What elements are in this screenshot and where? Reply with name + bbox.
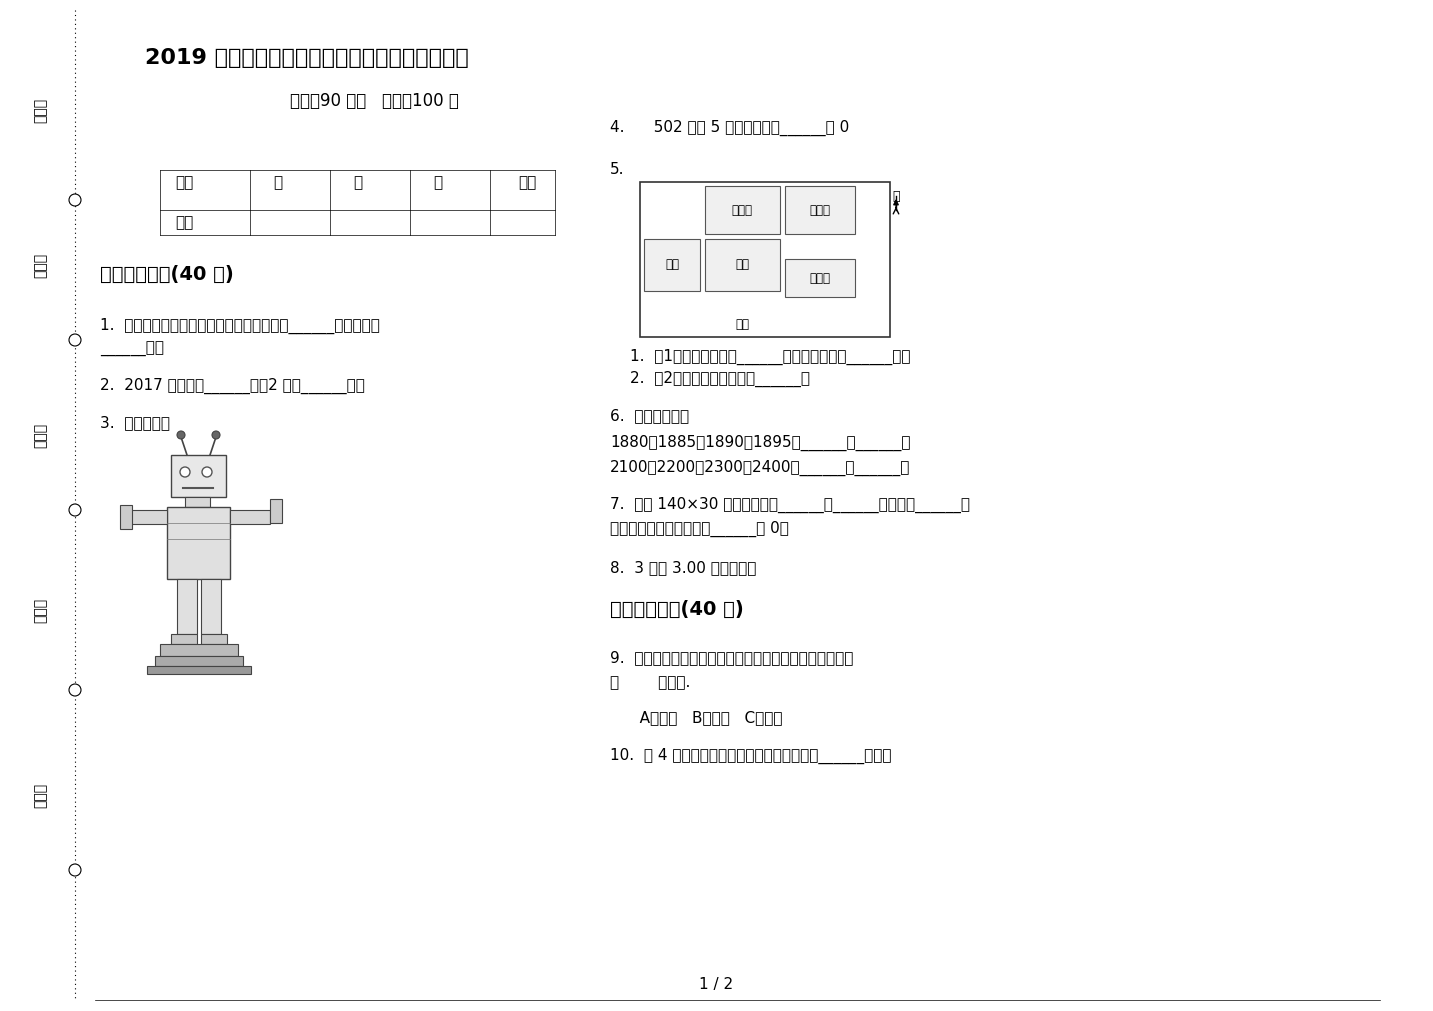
Circle shape: [212, 431, 221, 439]
Bar: [705, 239, 780, 291]
Bar: [120, 506, 132, 529]
Bar: [168, 507, 231, 579]
Text: 再把乘得的数的末尾添写______个 0。: 再把乘得的数的末尾添写______个 0。: [610, 521, 790, 537]
Text: 姓名：: 姓名：: [33, 423, 47, 448]
Text: 7.  计算 140×30 时，可以先把______和______相乘，得______，: 7. 计算 140×30 时，可以先把______和______相乘，得____…: [610, 497, 970, 514]
Circle shape: [69, 194, 82, 206]
Text: 大门: 大门: [735, 318, 749, 332]
Text: 2.  2017 年全年有______天，2 月有______天。: 2. 2017 年全年有______天，2 月有______天。: [100, 378, 365, 394]
Text: 4.      502 除以 5 的商的末尾有______个 0: 4. 502 除以 5 的商的末尾有______个 0: [610, 120, 850, 136]
Bar: [269, 499, 282, 523]
Bar: [148, 666, 251, 674]
Text: 考场：: 考场：: [33, 253, 47, 278]
Text: 5.: 5.: [610, 162, 625, 177]
Text: 教学楼: 教学楼: [731, 203, 752, 216]
Text: 10.  有 4 个同学，每两人握一次手，一共要握______次手。: 10. 有 4 个同学，每两人握一次手，一共要握______次手。: [610, 748, 891, 764]
Text: 1.  （1）操场的北面是______，食堂在操场的______面。: 1. （1）操场的北面是______，食堂在操场的______面。: [631, 349, 910, 365]
Bar: [155, 656, 244, 666]
Text: A．东南   B．西北   C．东北: A．东南 B．西北 C．东北: [625, 710, 782, 725]
Text: 操场: 操场: [735, 259, 749, 272]
Text: 存车处: 存车处: [810, 272, 831, 284]
Bar: [171, 634, 196, 644]
Text: 二: 二: [353, 175, 363, 190]
Text: 北: 北: [893, 190, 900, 203]
Text: 2019 年三年级下学期综合混合数学期末模拟试卷: 2019 年三年级下学期综合混合数学期末模拟试卷: [145, 48, 469, 68]
Text: 2100，2200，2300，2400，______，______。: 2100，2200，2300，2400，______，______。: [610, 460, 910, 476]
Text: 3.  看图填表。: 3. 看图填表。: [100, 415, 171, 430]
Text: 题号: 题号: [175, 175, 193, 190]
Text: 班级：: 班级：: [33, 598, 47, 623]
Bar: [160, 644, 238, 656]
Circle shape: [69, 684, 82, 696]
Bar: [178, 579, 196, 634]
Text: 二、综合练习(40 分): 二、综合练习(40 分): [610, 600, 744, 619]
Text: 1 / 2: 1 / 2: [699, 978, 734, 993]
Text: （        ）方向.: （ ）方向.: [610, 675, 691, 690]
Text: 时间：90 分钟   满分：100 分: 时间：90 分钟 满分：100 分: [289, 92, 459, 110]
Bar: [641, 182, 890, 337]
Bar: [785, 186, 856, 234]
Bar: [705, 186, 780, 234]
Circle shape: [69, 864, 82, 876]
Text: 一、基础练习(40 分): 一、基础练习(40 分): [100, 265, 234, 284]
Text: 1880，1885，1890，1895，______，______。: 1880，1885，1890，1895，______，______。: [610, 435, 910, 451]
Bar: [785, 259, 856, 297]
Bar: [643, 239, 699, 291]
Text: 科技楼: 科技楼: [810, 203, 831, 216]
Circle shape: [69, 504, 82, 516]
Text: 学校：: 学校：: [33, 783, 47, 808]
Text: 考号：: 考号：: [33, 97, 47, 122]
Circle shape: [178, 431, 185, 439]
Circle shape: [181, 467, 191, 477]
Text: 2.  （2）操场的东北方向是______。: 2. （2）操场的东北方向是______。: [631, 371, 810, 387]
Circle shape: [69, 334, 82, 346]
Bar: [171, 455, 226, 497]
Bar: [201, 634, 226, 644]
Text: 9.  小强座位的西南方向是小明的座位，那么小强在小明的: 9. 小强座位的西南方向是小明的座位，那么小强在小明的: [610, 650, 854, 665]
Text: 三: 三: [433, 175, 443, 190]
Bar: [185, 497, 211, 507]
Text: 得分: 得分: [175, 215, 193, 229]
Bar: [128, 510, 168, 524]
Bar: [201, 579, 221, 634]
Text: 6.  找规律填数。: 6. 找规律填数。: [610, 408, 689, 423]
Text: 1.  李爷爷正面对夕阳欣赏美景，他的左边是______方，右边是: 1. 李爷爷正面对夕阳欣赏美景，他的左边是______方，右边是: [100, 318, 380, 335]
Text: ______方。: ______方。: [100, 342, 163, 357]
Text: 8.  3 元和 3.00 元一样多。: 8. 3 元和 3.00 元一样多。: [610, 560, 757, 575]
Text: 一: 一: [274, 175, 282, 190]
Circle shape: [202, 467, 212, 477]
Text: 总分: 总分: [517, 175, 536, 190]
Bar: [231, 510, 269, 524]
Text: 食堂: 食堂: [665, 259, 679, 272]
